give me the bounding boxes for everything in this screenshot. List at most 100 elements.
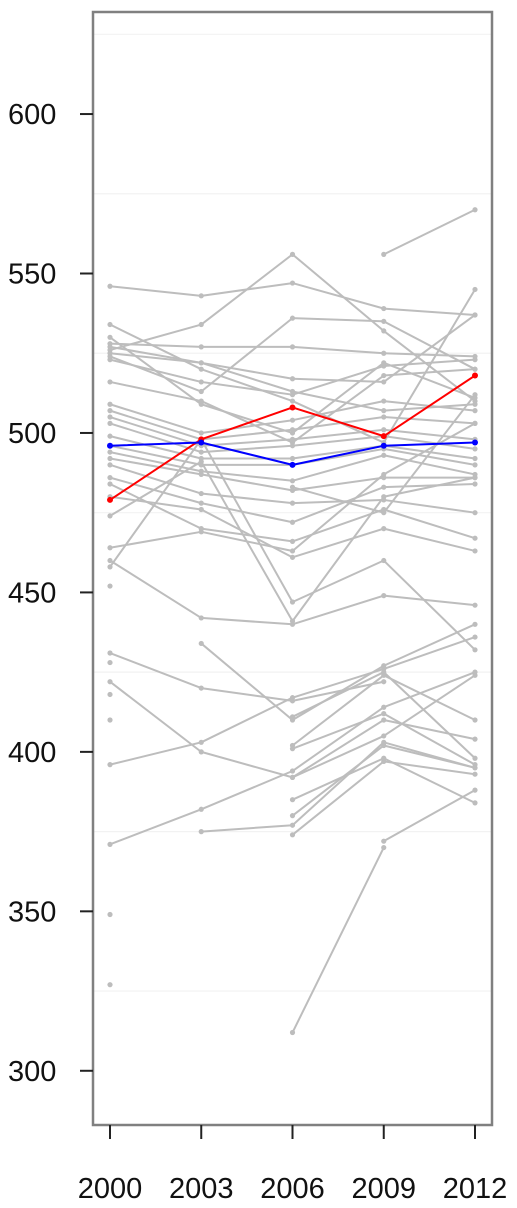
series-segment [200,406,294,441]
data-point [198,360,204,366]
data-point [472,672,478,678]
series-18 [107,481,478,544]
series-segment [200,253,294,326]
data-point [381,305,387,312]
series-41 [107,392,478,589]
data-point [289,548,296,554]
series-segment [382,498,476,514]
data-point [472,462,478,468]
series-segment [200,492,294,505]
series-segment [291,718,385,779]
data-point [198,366,204,372]
data-point [198,640,204,647]
data-point [381,510,387,516]
data-point [381,494,387,500]
data-point [107,691,113,698]
series-segment [109,342,203,348]
series-segment [109,438,203,501]
data-point [289,1029,296,1036]
series-segment [200,824,294,833]
series-segment [109,380,203,403]
x-tick-label: 2012 [443,1173,508,1203]
series-segment [291,674,385,747]
series-segment [109,451,203,473]
series-34 [107,334,478,436]
data-point [472,353,478,360]
series-segment [200,441,294,466]
series-segment [200,642,294,721]
data-point [381,733,387,739]
series-segment [291,282,385,310]
series-segment [200,502,294,524]
data-point [472,736,478,742]
series-47 [107,659,113,666]
series-37 [107,251,478,404]
series-22 [107,449,478,484]
data-point [472,800,478,806]
series-33 [107,341,478,360]
series-segment [382,559,476,651]
data-point [107,841,113,847]
data-point [107,564,113,570]
data-point [381,704,387,710]
series-segment [291,390,385,412]
data-point [107,341,113,347]
data-point [381,408,387,414]
series-segment [200,361,294,380]
series-40 [107,420,478,554]
data-point [381,251,387,257]
series-segment [291,594,385,626]
series-20 [107,462,478,516]
series-segment [109,530,203,549]
series-14 [198,621,478,723]
series-segment [291,476,385,492]
series-red-highlight [107,372,478,503]
data-point [198,388,204,395]
series-segment [200,438,294,447]
series-25 [107,420,478,455]
data-point [289,388,296,395]
series-segment [291,454,385,482]
data-point [289,822,296,828]
data-point [381,739,387,745]
data-point [289,439,296,446]
plot-border [91,10,494,1127]
data-point [198,529,204,535]
data-point [107,762,113,768]
series-42 [381,207,478,257]
data-point [198,401,204,407]
data-point [472,771,478,777]
data-point [289,376,296,382]
series-segment [109,741,203,766]
series-segment [291,706,385,773]
data-point [381,663,387,669]
series-segment [291,400,385,422]
data-point [381,844,387,851]
data-point [289,417,296,423]
series-segment [291,345,385,355]
series-segment [382,361,476,399]
data-point [289,768,296,774]
x-tick-label: 2006 [260,1173,325,1203]
data-point [381,755,387,761]
data-point [289,797,296,803]
series-segment [291,712,385,750]
gridlines [93,33,492,992]
series-0 [289,844,387,1036]
series-46 [107,691,113,698]
data-point [289,717,296,723]
series-segment [200,508,294,559]
data-point [289,455,296,462]
data-point [107,414,113,420]
data-point [381,452,387,458]
series-segment [382,435,476,450]
series-segment [382,393,476,514]
series-13 [107,650,387,704]
series-segment [291,435,385,447]
data-point [472,475,478,481]
series-43 [107,911,113,918]
series-segment [200,438,294,603]
series-segment [382,674,476,721]
data-point [198,500,204,506]
data-point [472,510,478,516]
